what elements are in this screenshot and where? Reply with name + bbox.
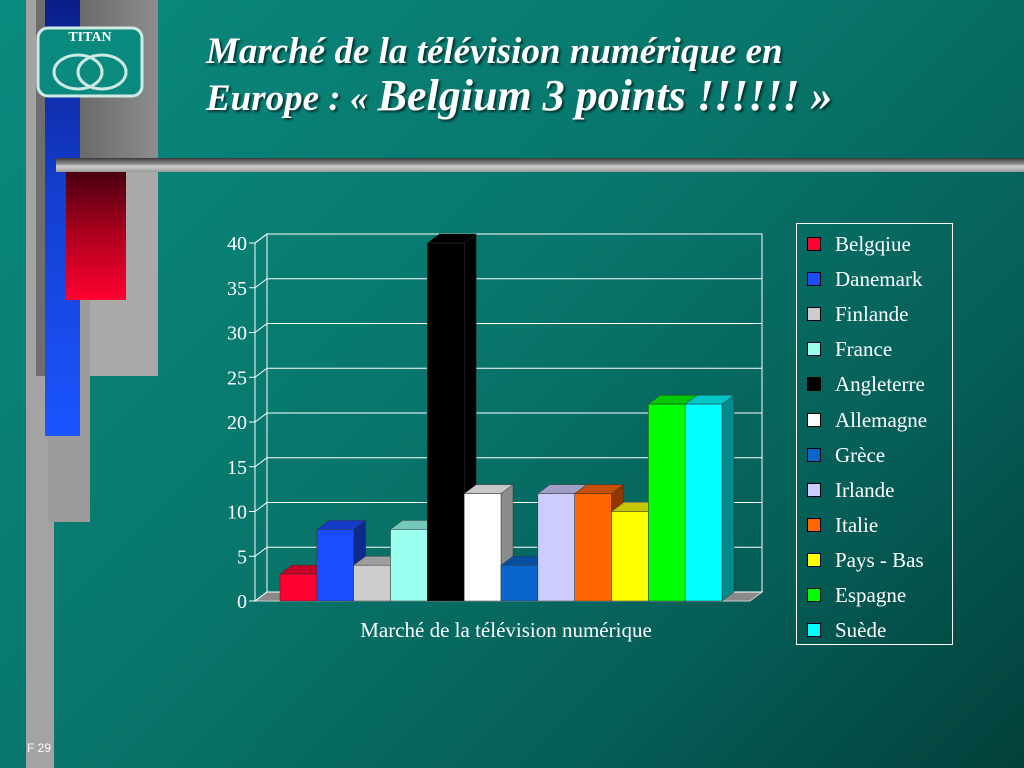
legend-swatch [807, 272, 821, 287]
legend-swatch [807, 307, 821, 322]
bar [390, 529, 428, 602]
y-tick-label: 30 [227, 323, 247, 345]
bar [611, 511, 649, 602]
legend-label: Suède [835, 618, 887, 643]
bar [574, 493, 612, 602]
bar [316, 529, 354, 602]
legend-swatch [807, 517, 821, 532]
legend-label: Danemark [835, 267, 923, 292]
legend-label: Italie [835, 512, 879, 537]
legend-label: Belgqiue [835, 232, 911, 256]
y-tick-label: 40 [227, 233, 247, 255]
legend-item: Espagne [805, 583, 953, 611]
bar [463, 493, 502, 602]
legend-item: Belgqiue [805, 232, 953, 260]
legend-item: Irlande [805, 478, 953, 506]
y-tick-label: 10 [227, 502, 247, 524]
legend-swatch [807, 623, 821, 638]
legend-label: Angleterre [835, 372, 925, 397]
bar [684, 403, 723, 602]
y-tick-label: 20 [227, 412, 247, 434]
slide-title: Marché de la télévision numérique en Eur… [206, 30, 1006, 121]
legend-item: Danemark [805, 267, 953, 295]
title-line-2-start: Europe : « [206, 78, 378, 119]
bar-chart: 0 5 10 15 20 25 30 35 40 [227, 233, 764, 613]
legend-item: Italie [805, 513, 953, 541]
grid-line [254, 323, 762, 333]
legend-label: Finlande [835, 302, 909, 327]
decor-bar-red [66, 172, 126, 300]
decor-bar-dark-strip [36, 0, 46, 376]
grid-line [254, 233, 762, 244]
legend-swatch [807, 412, 821, 427]
logo-text: TITAN [68, 30, 112, 45]
titan-logo: TITAN [36, 26, 144, 98]
legend-item: Allemagne [805, 408, 953, 436]
bar [648, 403, 686, 602]
legend-swatch [807, 447, 821, 462]
title-divider [56, 158, 1024, 172]
legend-label: Pays - Bas [835, 547, 924, 572]
titan-logo-icon [36, 26, 144, 98]
legend-item: Suède [805, 618, 953, 646]
grid-line [254, 367, 762, 378]
legend-item: Grèce [805, 443, 953, 471]
legend-label: Irlande [835, 477, 895, 502]
title-line-1: Marché de la télévision numérique en [206, 31, 783, 72]
y-tick-label: 25 [227, 367, 247, 389]
legend-label: Grèce [835, 442, 886, 467]
y-tick-label: 35 [227, 278, 247, 300]
legend-label: Allemagne [835, 407, 928, 432]
legend-label: France [835, 337, 893, 362]
legend-label: Espagne [835, 583, 907, 607]
bar-side [721, 394, 735, 602]
legend-swatch [807, 237, 821, 251]
legend-swatch [807, 552, 821, 567]
title-line-2-emphasis: Belgium 3 points !!!!!! » [377, 71, 833, 120]
bar [537, 493, 575, 602]
bar [353, 564, 391, 602]
y-tick-label: 5 [237, 546, 247, 568]
legend-item: Finlande [805, 302, 953, 330]
y-tick-label: 15 [227, 457, 247, 479]
legend-swatch [807, 482, 821, 497]
y-tick-label: 0 [237, 591, 247, 613]
legend-swatch [807, 377, 821, 392]
legend-swatch [807, 342, 821, 357]
legend-item: Angleterre [805, 372, 953, 400]
grid-line [254, 278, 762, 289]
page-number: F 29 [27, 741, 52, 755]
legend-swatch [807, 588, 821, 602]
legend-item: Pays - Bas [805, 548, 953, 576]
chart-legend: Belgqiue Danemark Finlande France Angleterre… [796, 223, 953, 645]
x-axis-label: Marché de la télévision numérique [360, 618, 652, 642]
grid-line [254, 412, 762, 423]
grid-line [254, 457, 762, 468]
bar [427, 242, 465, 602]
bar [500, 564, 539, 602]
bar [279, 573, 318, 602]
legend-item: France [805, 337, 953, 365]
